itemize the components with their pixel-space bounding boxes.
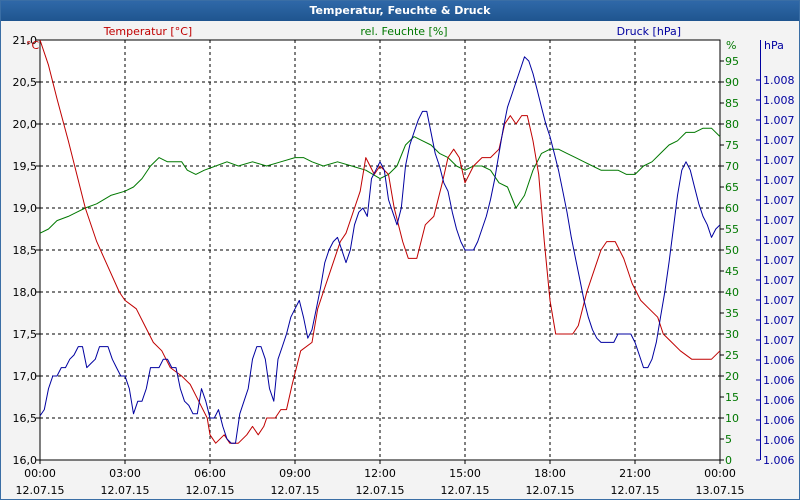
humidity-tick-label: 45 bbox=[725, 265, 739, 278]
pressure-tick-label: 1.007 bbox=[763, 134, 795, 147]
pressure-tick-label: 1.007 bbox=[763, 254, 795, 267]
temperature-tick-label: 19,0 bbox=[13, 202, 38, 215]
time-tick-label: 12:00 bbox=[364, 467, 396, 480]
pressure-tick-label: 1.007 bbox=[763, 154, 795, 167]
legend-pressure: Druck [hPa] bbox=[617, 25, 681, 38]
pressure-tick-label: 1.007 bbox=[763, 334, 795, 347]
window-title: Temperatur, Feuchte & Druck bbox=[1, 1, 799, 21]
date-tick-label: 12.07.15 bbox=[271, 484, 320, 497]
temperature-tick-label: 19,5 bbox=[13, 160, 38, 173]
legend-humidity: rel. Feuchte [%] bbox=[360, 25, 447, 38]
time-tick-label: 06:00 bbox=[194, 467, 226, 480]
time-tick-label: 21:00 bbox=[619, 467, 651, 480]
time-tick-label: 00:00 bbox=[704, 467, 736, 480]
humidity-tick-label: 20 bbox=[725, 370, 739, 383]
legend-temperature: Temperatur [°C] bbox=[103, 25, 192, 38]
series-layer bbox=[39, 39, 721, 444]
date-tick-label: 12.07.15 bbox=[611, 484, 660, 497]
humidity-tick-label: 5 bbox=[725, 433, 732, 446]
temperature-line bbox=[39, 39, 721, 444]
humidity-tick-label: 15 bbox=[725, 391, 739, 404]
humidity-tick-label: 0 bbox=[725, 454, 732, 467]
date-tick-label: 12.07.15 bbox=[526, 484, 575, 497]
pressure-line bbox=[39, 56, 721, 444]
humidity-tick-label: 55 bbox=[725, 223, 739, 236]
temperature-axis: 16,0 16,5 17,0 17,5 18,0 18,5 19,0 19,5 20,0 20,5… bbox=[13, 34, 40, 467]
pressure-unit-label: hPa bbox=[764, 39, 784, 52]
temperature-tick-label: 16,0 bbox=[13, 454, 38, 467]
time-tick-label: 09:00 bbox=[279, 467, 311, 480]
pressure-tick-label: 1.006 bbox=[763, 374, 795, 387]
date-tick-label: 12.07.15 bbox=[441, 484, 490, 497]
temperature-tick-label: 17,0 bbox=[13, 370, 38, 383]
pressure-tick-label: 1.007 bbox=[763, 174, 795, 187]
grid-lines bbox=[40, 40, 720, 460]
humidity-axis: 0 5 10 15 20 25 30 35 40 45 50 55 60 65 70 75 80 85 90 95 bbox=[720, 55, 739, 467]
temperature-unit-label: °C bbox=[26, 39, 40, 52]
pressure-axis-frame bbox=[760, 40, 761, 460]
humidity-tick-label: 95 bbox=[725, 55, 739, 68]
pressure-tick-label: 1.007 bbox=[763, 194, 795, 207]
pressure-tick-label: 1.007 bbox=[763, 314, 795, 327]
date-tick-label: 12.07.15 bbox=[356, 484, 405, 497]
humidity-tick-label: 50 bbox=[725, 244, 739, 257]
humidity-tick-label: 10 bbox=[725, 412, 739, 425]
temperature-tick-label: 21,0 bbox=[13, 34, 38, 47]
temperature-tick-label: 18,5 bbox=[13, 244, 38, 257]
date-tick-label: 12.07.15 bbox=[16, 484, 65, 497]
pressure-tick-label: 1.007 bbox=[763, 274, 795, 287]
humidity-tick-label: 30 bbox=[725, 328, 739, 341]
humidity-tick-label: 25 bbox=[725, 349, 739, 362]
humidity-tick-label: 60 bbox=[725, 202, 739, 215]
pressure-tick-label: 1.006 bbox=[763, 354, 795, 367]
humidity-tick-label: 70 bbox=[725, 160, 739, 173]
pressure-tick-label: 1.006 bbox=[763, 414, 795, 427]
humidity-tick-label: 75 bbox=[725, 139, 739, 152]
time-axis: 00:00 12.07.15 03:00 12.07.15 06:00 12.07.15 0… bbox=[16, 460, 745, 497]
time-tick-label: 18:00 bbox=[534, 467, 566, 480]
pressure-tick-label: 1.007 bbox=[763, 214, 795, 227]
humidity-unit-label: % bbox=[726, 39, 736, 52]
time-tick-label: 15:00 bbox=[449, 467, 481, 480]
date-tick-label: 13.07.15 bbox=[696, 484, 745, 497]
pressure-tick-label: 1.006 bbox=[763, 394, 795, 407]
humidity-line bbox=[39, 127, 721, 234]
pressure-tick-label: 1.006 bbox=[763, 454, 795, 467]
pressure-tick-label: 1.007 bbox=[763, 294, 795, 307]
time-tick-label: 00:00 bbox=[24, 467, 56, 480]
pressure-tick-label: 1.008 bbox=[763, 74, 795, 87]
humidity-tick-label: 65 bbox=[725, 181, 739, 194]
pressure-axis: 1.006 1.006 1.006 1.006 1.006 1.006 1.007 1.007… bbox=[756, 74, 795, 467]
date-tick-label: 12.07.15 bbox=[186, 484, 235, 497]
pressure-tick-label: 1.006 bbox=[763, 434, 795, 447]
temperature-tick-label: 17,5 bbox=[13, 328, 38, 341]
humidity-tick-label: 40 bbox=[725, 286, 739, 299]
pressure-tick-label: 1.007 bbox=[763, 114, 795, 127]
humidity-tick-label: 80 bbox=[725, 118, 739, 131]
pressure-tick-label: 1.007 bbox=[763, 234, 795, 247]
humidity-tick-label: 85 bbox=[725, 97, 739, 110]
date-tick-label: 12.07.15 bbox=[101, 484, 150, 497]
temperature-tick-label: 20,0 bbox=[13, 118, 38, 131]
pressure-tick-label: 1.008 bbox=[763, 94, 795, 107]
temperature-tick-label: 18,0 bbox=[13, 286, 38, 299]
humidity-tick-label: 35 bbox=[725, 307, 739, 320]
temperature-tick-label: 16,5 bbox=[13, 412, 38, 425]
time-tick-label: 03:00 bbox=[109, 467, 141, 480]
temperature-tick-label: 20,5 bbox=[13, 76, 38, 89]
humidity-tick-label: 90 bbox=[725, 76, 739, 89]
